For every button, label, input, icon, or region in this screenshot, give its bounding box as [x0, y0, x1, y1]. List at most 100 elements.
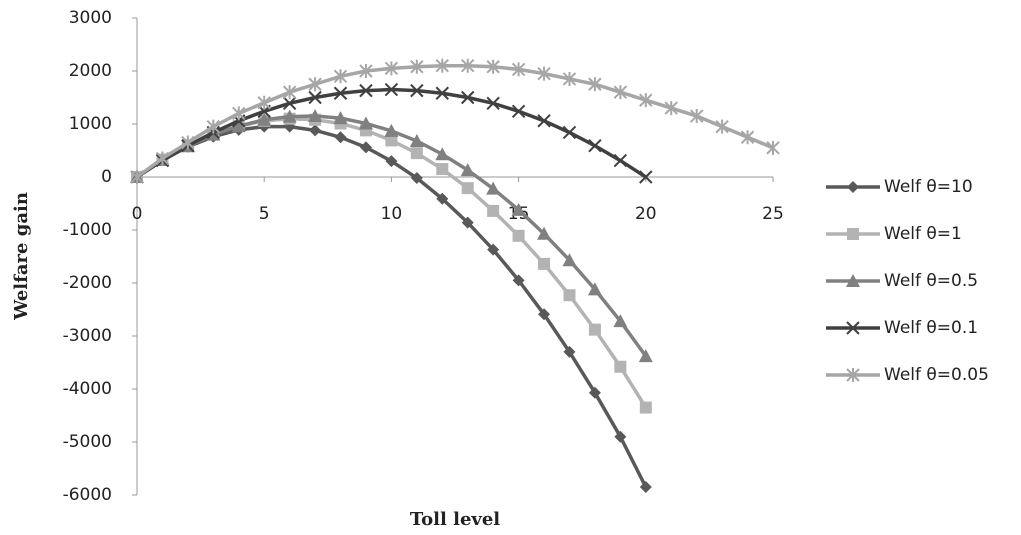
y-tick-label: -2000 [63, 273, 112, 293]
marker [334, 131, 347, 144]
marker [846, 274, 860, 287]
marker [587, 282, 602, 296]
y-tick-label: -4000 [63, 379, 112, 399]
marker [614, 430, 627, 443]
marker [846, 368, 860, 382]
marker [257, 95, 271, 110]
legend-label: Welf θ=1 [884, 224, 962, 244]
marker [308, 109, 323, 123]
marker [639, 93, 653, 108]
marker [359, 141, 372, 154]
marker [130, 170, 144, 184]
marker [461, 182, 474, 195]
marker [614, 360, 627, 373]
y-tick-label: 3000 [69, 8, 112, 28]
marker [436, 192, 449, 205]
marker [487, 243, 500, 256]
marker [308, 90, 322, 105]
marker [282, 109, 297, 123]
marker [538, 308, 551, 321]
line [135, 63, 774, 179]
legend-label: Welf θ=0.05 [884, 365, 989, 385]
x-tick-label: 0 [132, 204, 143, 224]
y-tick-label: 2000 [69, 61, 112, 81]
marker [486, 181, 501, 195]
y-tick-label: -6000 [63, 485, 112, 505]
marker [563, 345, 576, 358]
marker [385, 134, 398, 147]
marker [588, 386, 601, 399]
marker [613, 153, 628, 168]
marker [689, 109, 704, 124]
y-tick-label: 0 [101, 167, 112, 187]
x-axis-title: Toll level [410, 509, 500, 530]
marker [410, 172, 423, 185]
marker [282, 96, 297, 111]
x-tick-label: 20 [635, 204, 657, 224]
marker [715, 119, 729, 134]
marker [435, 147, 450, 161]
marker [512, 229, 525, 242]
marker [436, 163, 449, 176]
marker [181, 135, 195, 150]
x-tick-label: 5 [259, 204, 270, 224]
y-tick-label: -1000 [63, 220, 112, 240]
marker [486, 96, 500, 111]
marker [333, 69, 348, 84]
marker [410, 83, 424, 98]
y-tick-label: 1000 [69, 114, 112, 134]
legend-label: Welf θ=0.1 [884, 318, 978, 338]
legend-label: Welf θ=0.5 [884, 271, 978, 291]
marker [384, 123, 399, 137]
marker [664, 101, 678, 116]
marker [487, 204, 500, 217]
marker [435, 86, 449, 100]
marker [461, 90, 475, 105]
marker [638, 349, 653, 363]
series [130, 58, 780, 184]
marker [435, 58, 449, 73]
marker [282, 85, 297, 100]
marker [384, 82, 399, 97]
marker [232, 106, 246, 121]
marker [766, 140, 780, 155]
marker [562, 253, 577, 267]
marker [309, 124, 322, 137]
marker [588, 77, 602, 92]
marker [588, 139, 602, 153]
marker [486, 59, 500, 74]
marker [358, 116, 373, 130]
marker [410, 59, 424, 74]
marker [385, 155, 398, 168]
marker [639, 401, 652, 414]
series [130, 109, 653, 363]
y-axis-title: Welfare gain [11, 192, 32, 321]
marker [613, 314, 628, 328]
marker [847, 228, 859, 240]
marker [460, 163, 475, 177]
marker [562, 71, 577, 86]
marker [511, 62, 526, 77]
marker [512, 274, 525, 287]
marker [639, 481, 652, 494]
marker [562, 125, 577, 140]
x-tick-label: 10 [381, 204, 403, 224]
x-tick-label: 25 [762, 204, 784, 224]
marker [588, 323, 601, 336]
marker [537, 66, 551, 81]
marker [257, 112, 272, 126]
marker [410, 147, 423, 160]
marker [359, 64, 373, 78]
marker [333, 86, 348, 100]
marker [847, 181, 859, 193]
marker [461, 58, 475, 73]
marker [538, 257, 551, 270]
marker [511, 202, 526, 216]
marker [308, 77, 322, 92]
y-tick-label: -3000 [63, 326, 112, 346]
marker [206, 119, 221, 134]
marker [740, 130, 755, 145]
marker [537, 114, 551, 128]
marker [409, 133, 424, 147]
